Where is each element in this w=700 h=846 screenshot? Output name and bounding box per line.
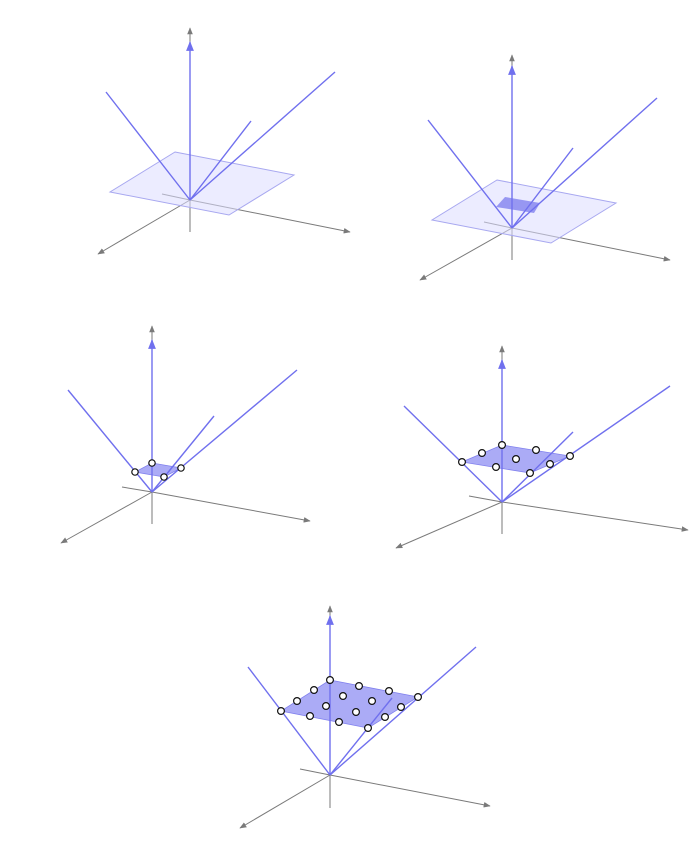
point bbox=[160, 473, 168, 481]
point bbox=[565, 452, 574, 461]
y-axis bbox=[97, 199, 191, 255]
point bbox=[131, 468, 139, 476]
x-axis bbox=[329, 774, 491, 808]
point bbox=[531, 446, 540, 455]
y-axis bbox=[419, 227, 513, 281]
ray-left bbox=[427, 119, 513, 229]
panel-4 bbox=[395, 345, 689, 549]
ray-right bbox=[151, 369, 298, 493]
ray-mid bbox=[501, 431, 574, 503]
point bbox=[177, 464, 185, 472]
point bbox=[322, 701, 331, 710]
panel-1 bbox=[97, 27, 351, 255]
ray-right bbox=[511, 97, 658, 229]
point bbox=[385, 686, 394, 695]
point bbox=[458, 458, 467, 467]
panel-3 bbox=[60, 325, 311, 544]
point bbox=[525, 469, 534, 478]
point bbox=[355, 681, 364, 690]
point bbox=[352, 707, 361, 716]
point bbox=[339, 691, 348, 700]
ray-left bbox=[105, 91, 191, 201]
point bbox=[326, 675, 335, 684]
point bbox=[335, 717, 344, 726]
plane bbox=[279, 679, 420, 729]
x-axis bbox=[151, 491, 311, 523]
x-axis-back bbox=[299, 768, 331, 776]
ray-right bbox=[329, 646, 477, 776]
ray-right bbox=[501, 385, 671, 503]
point bbox=[148, 459, 156, 467]
point bbox=[545, 460, 554, 469]
panel-2 bbox=[419, 54, 671, 281]
highlight-square bbox=[496, 197, 540, 213]
point bbox=[381, 712, 390, 721]
x-axis bbox=[501, 501, 689, 532]
point bbox=[368, 696, 377, 705]
y-axis bbox=[239, 774, 331, 829]
x-axis-back bbox=[121, 486, 153, 493]
point bbox=[414, 692, 423, 701]
ray-left bbox=[247, 666, 331, 776]
point bbox=[498, 441, 507, 450]
ray-mid bbox=[329, 697, 393, 776]
point bbox=[277, 706, 286, 715]
ray-mid bbox=[189, 120, 252, 201]
ray-left bbox=[67, 389, 153, 493]
ray-mid bbox=[511, 147, 574, 229]
point bbox=[511, 455, 520, 464]
point bbox=[310, 685, 319, 694]
y-axis bbox=[395, 501, 503, 549]
panel-5 bbox=[239, 605, 491, 829]
point bbox=[306, 711, 315, 720]
point bbox=[478, 449, 487, 458]
ray-left bbox=[403, 405, 503, 503]
y-axis bbox=[60, 491, 153, 544]
point bbox=[397, 702, 406, 711]
point bbox=[364, 723, 373, 732]
ray-mid bbox=[151, 415, 215, 493]
x-axis-back bbox=[468, 495, 503, 503]
ray-right bbox=[189, 71, 336, 201]
point bbox=[293, 696, 302, 705]
point bbox=[492, 463, 501, 472]
